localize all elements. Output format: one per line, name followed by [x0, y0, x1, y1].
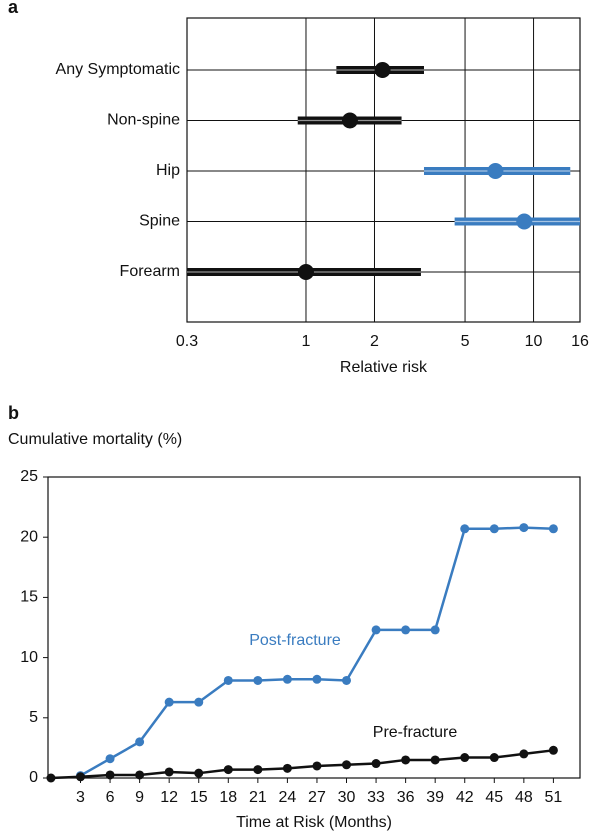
x-tick-label: 9: [135, 789, 144, 806]
data-point: [194, 697, 204, 707]
series-line: [50, 749, 554, 780]
x-tick-label: 12: [160, 789, 178, 806]
data-point: [460, 753, 470, 763]
data-point: [519, 749, 529, 759]
data-point: [135, 770, 145, 780]
data-point: [76, 772, 86, 782]
x-tick-label: 18: [219, 789, 237, 806]
data-point: [489, 524, 499, 534]
data-point: [223, 675, 233, 685]
y-tick-label: 10: [20, 649, 38, 666]
plot-frame: [47, 476, 581, 779]
x-tick-label: 27: [308, 789, 326, 806]
panel-label: a: [8, 0, 19, 17]
x-tick-label: 15: [190, 789, 208, 806]
data-point: [253, 675, 263, 685]
y-tick-label: Forearm: [120, 263, 180, 280]
x-tick-label: 51: [545, 789, 563, 806]
x-tick-label: 16: [571, 333, 589, 350]
x-tick-label: 30: [338, 789, 356, 806]
series-label: Post-fracture: [249, 632, 341, 649]
data-point: [401, 755, 411, 765]
series-line: [79, 526, 554, 777]
plot-frame: [186, 17, 581, 323]
point-estimate: [487, 163, 504, 179]
x-tick-label: 42: [456, 789, 474, 806]
y-tick-label: 20: [20, 528, 38, 545]
y-tick-label: 0: [29, 769, 38, 786]
y-tick-label: Hip: [156, 162, 180, 179]
x-tick-label: 10: [525, 333, 543, 350]
x-tick-label: 33: [367, 789, 385, 806]
data-point: [135, 737, 145, 747]
y-tick-label: 5: [29, 709, 38, 726]
x-tick-label: 1: [302, 333, 311, 350]
y-tick-label: Any Symptomatic: [56, 61, 180, 78]
data-point: [401, 625, 411, 635]
data-point: [371, 625, 381, 635]
data-point: [282, 674, 292, 684]
data-point: [105, 754, 115, 764]
y-axis-label: Cumulative mortality (%): [8, 431, 182, 448]
x-tick-label: 2: [370, 333, 379, 350]
point-estimate: [374, 62, 391, 78]
point-estimate: [297, 264, 314, 280]
point-estimate: [516, 213, 533, 230]
x-axis-label: Relative risk: [340, 359, 428, 376]
y-tick-label: 25: [20, 468, 38, 485]
data-point: [460, 524, 470, 534]
x-tick-label: 48: [515, 789, 533, 806]
x-tick-label: 39: [426, 789, 444, 806]
data-point: [164, 767, 174, 777]
x-tick-label: 6: [106, 789, 115, 806]
data-point: [312, 761, 322, 771]
x-tick-label: 24: [279, 789, 297, 806]
x-tick-label: 21: [249, 789, 267, 806]
data-point: [489, 753, 499, 763]
y-tick-label: 15: [20, 589, 38, 606]
x-tick-label: 3: [76, 789, 85, 806]
data-point: [282, 763, 292, 773]
x-tick-label: 45: [485, 789, 503, 806]
data-point: [312, 674, 322, 684]
x-tick-label: 0.3: [176, 333, 198, 350]
panel-label: b: [8, 403, 19, 423]
data-point: [548, 745, 558, 755]
data-point: [223, 765, 233, 775]
data-point: [371, 759, 381, 769]
y-tick-label: Non-spine: [107, 112, 180, 129]
x-tick-label: 36: [397, 789, 415, 806]
data-point: [519, 523, 529, 533]
data-point: [194, 768, 204, 778]
series-label: Pre-fracture: [373, 724, 458, 741]
data-point: [430, 625, 440, 635]
data-point: [46, 773, 56, 783]
point-estimate: [341, 112, 358, 129]
x-tick-label: 5: [461, 333, 470, 350]
data-point: [253, 765, 263, 775]
data-point: [430, 755, 440, 765]
data-point: [164, 697, 174, 707]
data-point: [342, 675, 352, 685]
x-axis-label: Time at Risk (Months): [236, 814, 392, 831]
data-point: [548, 524, 558, 534]
data-point: [105, 770, 115, 780]
y-tick-label: Spine: [139, 213, 180, 230]
data-point: [342, 760, 352, 770]
